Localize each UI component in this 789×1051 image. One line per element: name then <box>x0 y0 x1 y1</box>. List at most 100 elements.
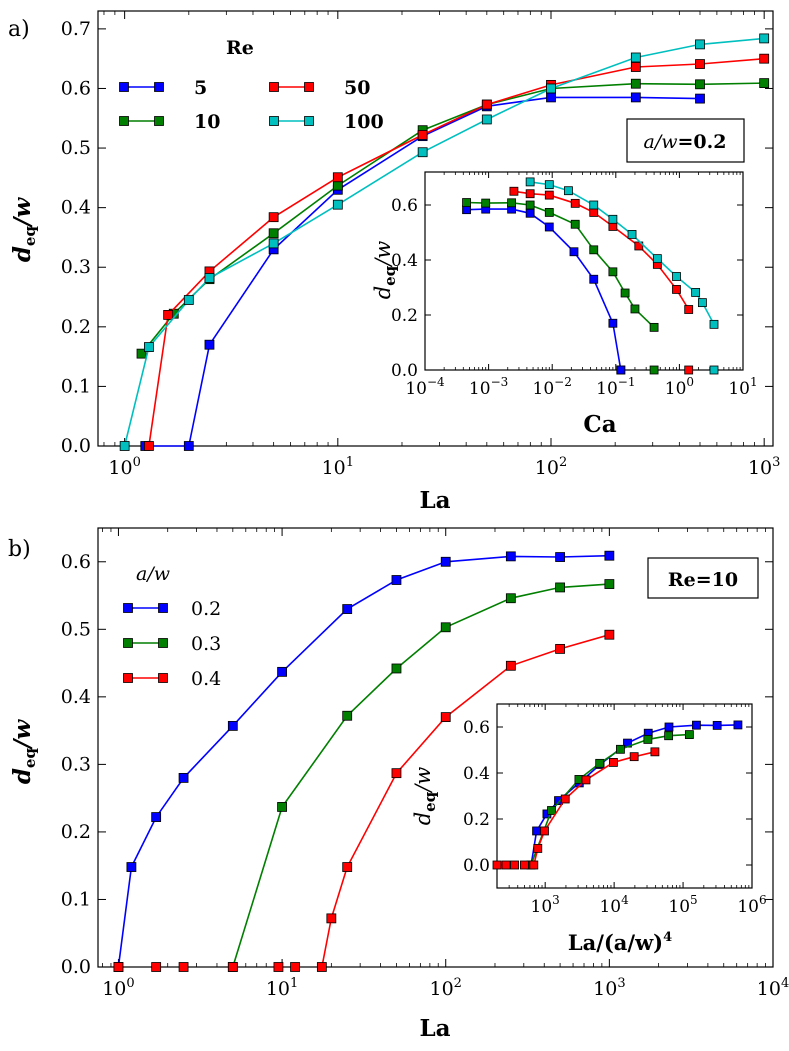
a-inset-data-point-10 <box>589 245 599 255</box>
a-inset-data-point-10 <box>620 288 630 298</box>
b-inset-data-point-0.4 <box>533 844 543 853</box>
a-inset-data-point-50 <box>544 190 554 200</box>
b-legend-marker-0.3 <box>158 638 168 648</box>
a-inset-data-point-50 <box>589 208 599 217</box>
a-y-axis-label: deq/w <box>9 197 39 263</box>
b-series-line-0.3 <box>232 583 610 968</box>
b-zero-point <box>290 962 300 972</box>
a-inset-data-point-100 <box>698 298 707 308</box>
a-y-tick-label: 0.1 <box>61 375 91 397</box>
a-data-point-50 <box>481 99 492 110</box>
b-data-point-0.2 <box>342 604 353 614</box>
b-series-line-0.4 <box>321 633 610 968</box>
a-inset-data-point-50 <box>672 285 681 294</box>
a-inset-data-point-5 <box>544 222 554 232</box>
a-inset-x-tick-label: 10−1 <box>596 375 635 399</box>
a-inset-x-tick-label: 10−4 <box>405 375 445 399</box>
a-inset: 10−4 10−3 10−2 10−1 100 101 0.0 0.2 0.4 0.6 Ca deq/… <box>371 171 758 438</box>
b-legend-marker-0.3 <box>123 638 133 648</box>
a-inset-data-point-10 <box>525 200 535 210</box>
b-legend-marker-0.2 <box>123 603 133 613</box>
a-data-point-100 <box>695 39 705 50</box>
a-data-point-50 <box>268 212 279 223</box>
b-zero-point <box>273 962 284 972</box>
a-inset-data-point-10 <box>481 198 491 208</box>
a-data-point-5 <box>695 93 705 104</box>
a-data-point-50 <box>144 441 154 451</box>
a-plot-frame <box>97 10 774 447</box>
a-data-point-10 <box>136 348 147 359</box>
b-x-tick-label: 100 <box>102 976 134 1000</box>
a-inset-data-point-50 <box>684 305 694 314</box>
b-inset-zero-point <box>510 860 519 870</box>
a-data-point-50 <box>163 310 174 320</box>
b-x-tick-label: 104 <box>757 976 789 1000</box>
b-y-axis-label: deq/w <box>9 719 39 785</box>
b-zero-point <box>227 962 238 972</box>
b-plot-frame <box>97 527 774 968</box>
b-zero-point <box>113 962 124 972</box>
a-legend: Re 5 10 50 100 <box>119 37 384 133</box>
b-inset-data-point-0.3 <box>664 731 674 741</box>
a-inset-data-point-10 <box>649 322 659 332</box>
b-y-tick-label: 0.6 <box>61 551 91 573</box>
a-series-line-5 <box>145 96 701 447</box>
a-x-tick-label: 101 <box>322 455 354 479</box>
a-data-point-5 <box>630 92 641 103</box>
a-inset-data-point-100 <box>589 200 599 210</box>
a-inset-data-point-5 <box>525 208 535 218</box>
b-data-point-0.3 <box>440 622 451 633</box>
a-data-point-5 <box>204 339 215 350</box>
a-y-tick-label: 0.6 <box>61 77 91 99</box>
b-y-tick-label: 0.3 <box>61 753 91 775</box>
b-annotation-text: Re=10 <box>668 569 738 591</box>
a-data-point-100 <box>119 441 130 451</box>
b-inset-y-axis-label: deq/w <box>411 767 439 826</box>
a-data-point-100 <box>204 273 215 283</box>
a-data-point-50 <box>630 62 641 72</box>
a-x-tick-label: 100 <box>108 455 140 479</box>
a-inset-x-axis-label: Ca <box>583 411 616 438</box>
b-inset-data-point-0.4 <box>581 775 591 785</box>
b-inset-data-point-0.2 <box>532 826 541 836</box>
b-inset-data-point-0.3 <box>684 730 694 739</box>
b-y-tick-label: 0.5 <box>61 618 91 640</box>
b-legend-marker-0.4 <box>123 673 133 683</box>
b-x-axis-label: La <box>419 1015 450 1042</box>
a-data-point-100 <box>481 114 492 125</box>
b-inset-data-point-0.3 <box>643 735 653 744</box>
b-legend-label-0.4: 0.4 <box>191 668 221 690</box>
a-inset-data-point-50 <box>509 186 519 196</box>
a-legend-label-5: 5 <box>194 77 207 99</box>
a-data-point-50 <box>695 59 705 69</box>
a-inset-data-point-50 <box>570 198 580 208</box>
a-data-point-5 <box>546 92 556 103</box>
b-inset-data-point-0.4 <box>540 826 549 836</box>
b-data-point-0.3 <box>277 802 287 812</box>
a-inset-data-point-10 <box>608 267 618 277</box>
b-legend-label-0.3: 0.3 <box>191 633 221 655</box>
b-y-tick-label: 0.2 <box>61 821 91 843</box>
b-inset-data-point-0.2 <box>664 722 674 732</box>
b-inset-data-point-0.2 <box>733 720 743 730</box>
b-data-point-0.4 <box>505 660 516 671</box>
a-legend-label-100: 100 <box>344 111 384 133</box>
a-legend-marker-50 <box>304 82 314 92</box>
b-data-point-0.3 <box>604 579 615 589</box>
b-inset-x-tick-label: 106 <box>737 893 766 917</box>
a-inset-y-axis-label: deq/w <box>371 241 399 300</box>
a-data-point-100 <box>630 52 641 63</box>
b-y-tick-label: 0.4 <box>61 686 91 708</box>
a-inset-x-tick-label: 10−2 <box>533 375 572 399</box>
b-data-point-0.2 <box>126 862 137 872</box>
a-inset-x-tick-label: 101 <box>728 375 757 399</box>
a-data-point-100 <box>183 295 194 305</box>
a-inset-y-tick-label: 0.6 <box>391 196 418 216</box>
a-inset-zero-point <box>616 365 626 375</box>
panel-label-a: a) <box>8 17 30 42</box>
b-data-point-0.3 <box>505 593 516 604</box>
a-inset-data-point-50 <box>525 189 535 199</box>
b-data-point-0.2 <box>505 551 516 562</box>
b-data-point-0.2 <box>555 552 566 562</box>
